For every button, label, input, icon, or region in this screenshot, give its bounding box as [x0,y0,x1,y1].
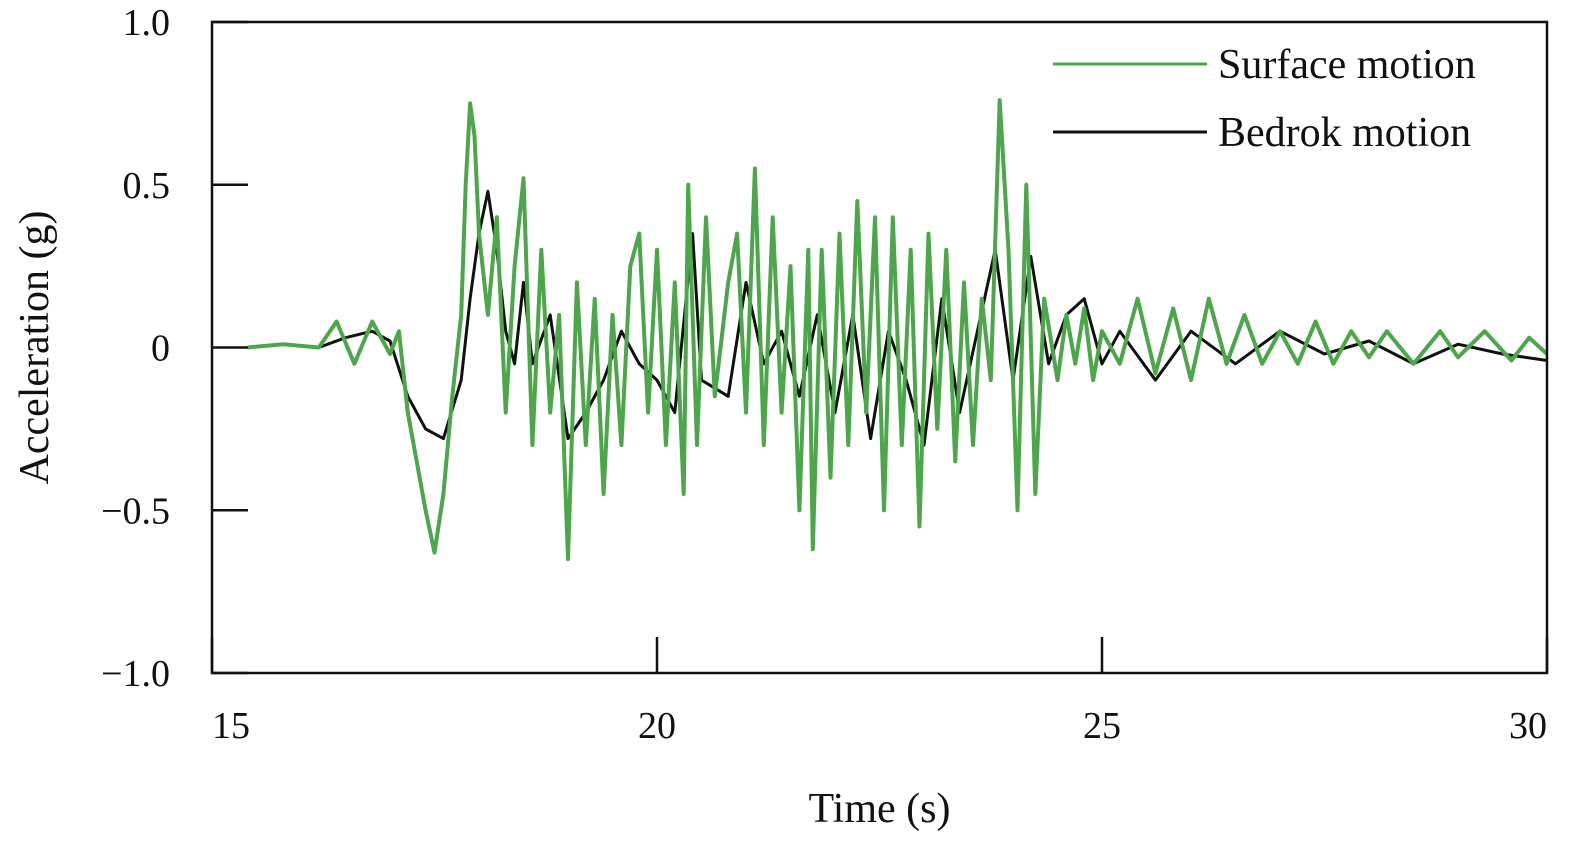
legend-label-surface-motion: Surface motion [1218,42,1476,88]
x-tick-label: 25 [1083,705,1121,747]
legend: Surface motion Bedrok motion [1053,42,1476,156]
y-tick-label: 0 [151,328,170,370]
x-tick-label: 15 [212,705,250,747]
plot-area [247,98,1549,562]
series-line-surface-motion [247,98,1549,562]
y-tick-label: 1.0 [123,2,171,44]
series-line-bedrok-motion [247,189,1548,447]
y-tick-label: −1.0 [101,653,170,695]
axis-ticks: 1.0 0.5 0 −0.5 −1.0 15 20 25 30 [101,2,1549,747]
x-tick-label: 30 [1509,705,1547,747]
legend-label-bedrok-motion: Bedrok motion [1218,110,1471,156]
y-tick-label: −0.5 [101,490,170,532]
x-axis-label: Time (s) [809,786,951,832]
y-tick-label: 0.5 [123,165,171,207]
y-axis-label: Acceleration (g) [12,210,58,484]
x-tick-label: 20 [638,705,676,747]
